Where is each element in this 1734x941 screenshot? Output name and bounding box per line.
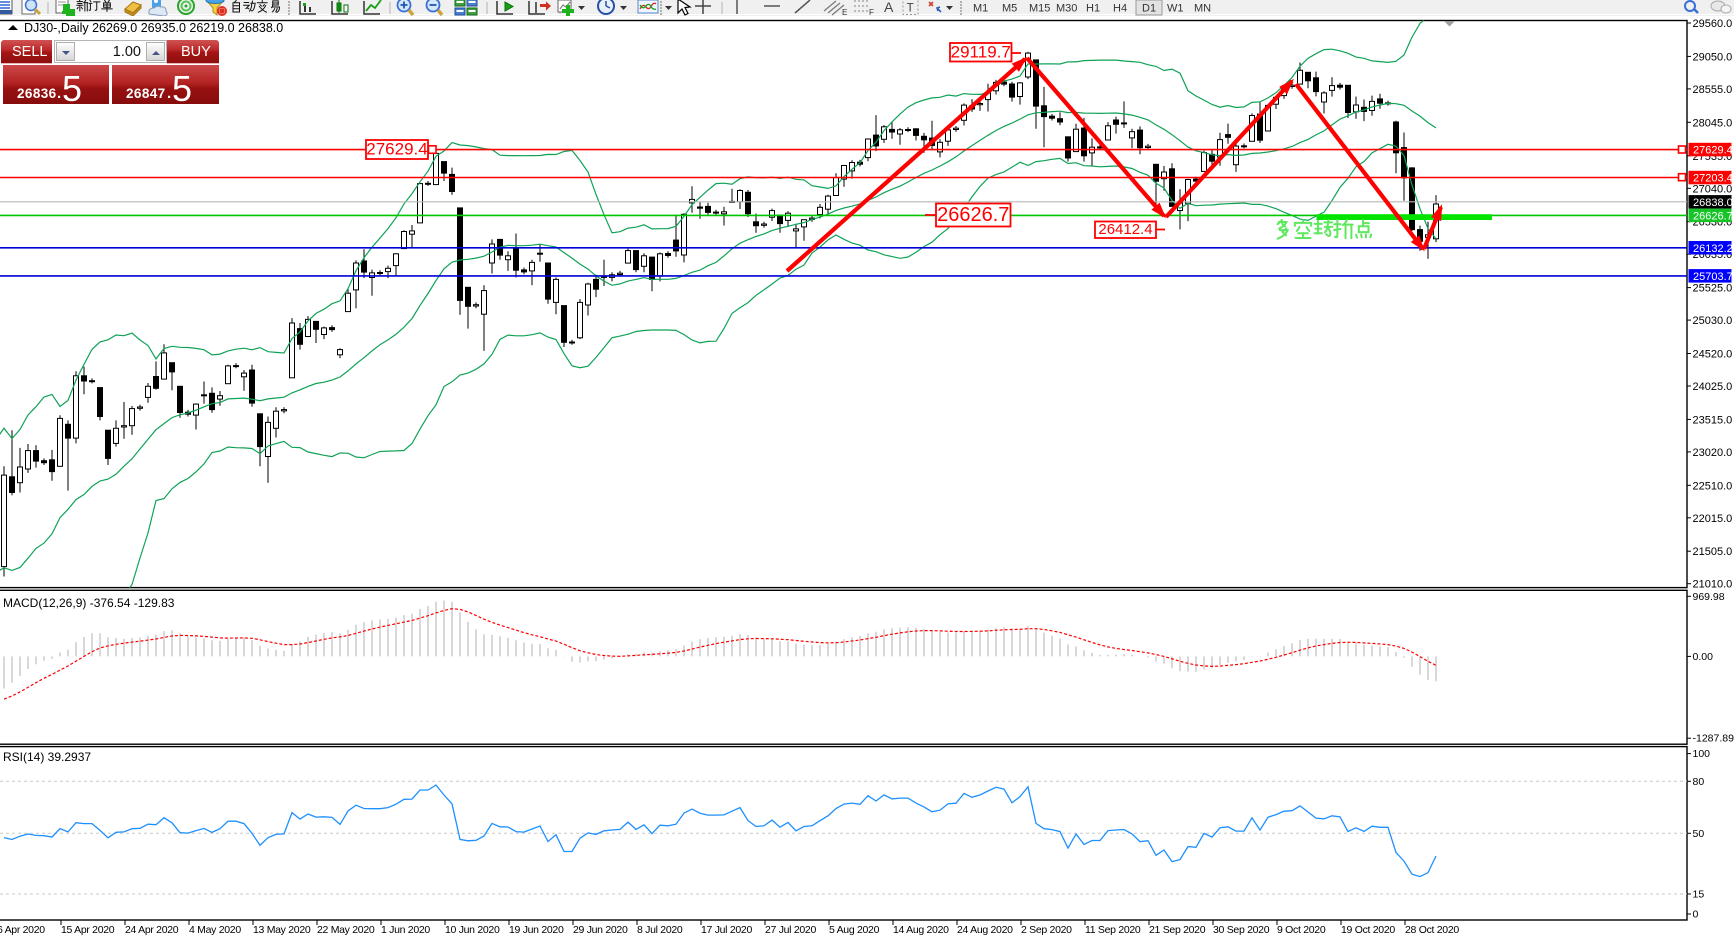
svg-text:22 May 2020: 22 May 2020: [317, 924, 375, 936]
svg-text:11 Sep 2020: 11 Sep 2020: [1085, 924, 1141, 936]
svg-text:28045.0: 28045.0: [1693, 117, 1733, 129]
svg-text:10 Jun 2020: 10 Jun 2020: [445, 924, 500, 936]
svg-text:DJ30-,Daily 26269.0 26935.0 2: DJ30-,Daily 26269.0 26935.0 26219.0 2683…: [24, 21, 283, 35]
svg-text:M30: M30: [1056, 3, 1077, 15]
svg-text:15: 15: [1693, 889, 1705, 901]
svg-text:21010.0: 21010.0: [1693, 579, 1733, 591]
svg-text:24 Aug 2020: 24 Aug 2020: [957, 924, 1013, 936]
svg-text:24025.0: 24025.0: [1693, 381, 1733, 393]
svg-text:-1287.89: -1287.89: [1693, 733, 1734, 745]
svg-text:M5: M5: [1002, 3, 1017, 15]
svg-text:4 May 2020: 4 May 2020: [189, 924, 241, 936]
svg-text:26132.2: 26132.2: [1693, 243, 1733, 255]
svg-text:W1: W1: [1167, 3, 1184, 15]
svg-text:26838.0: 26838.0: [1693, 197, 1733, 209]
svg-text:21 Sep 2020: 21 Sep 2020: [1149, 924, 1206, 936]
svg-text:8 Jul 2020: 8 Jul 2020: [637, 924, 683, 936]
svg-text:25703.7: 25703.7: [1693, 271, 1733, 283]
svg-text:17 Jul 2020: 17 Jul 2020: [701, 924, 752, 936]
svg-text:25030.0: 25030.0: [1693, 315, 1733, 327]
svg-text:50: 50: [1693, 828, 1705, 840]
svg-text:9 Oct 2020: 9 Oct 2020: [1277, 924, 1326, 936]
svg-text:19 Jun 2020: 19 Jun 2020: [509, 924, 564, 936]
svg-text:26626.7: 26626.7: [1693, 210, 1733, 222]
svg-text:0.00: 0.00: [1693, 651, 1714, 663]
svg-text:27 Jul 2020: 27 Jul 2020: [765, 924, 816, 936]
svg-text:22015.0: 22015.0: [1693, 513, 1733, 525]
svg-text:1 Jun 2020: 1 Jun 2020: [381, 924, 430, 936]
svg-text:T: T: [907, 1, 915, 15]
svg-text:23020.0: 23020.0: [1693, 447, 1733, 459]
svg-text:5 Aug 2020: 5 Aug 2020: [829, 924, 880, 936]
svg-text:80: 80: [1693, 776, 1705, 788]
svg-text:19 Oct 2020: 19 Oct 2020: [1341, 924, 1395, 936]
svg-text:RSI(14) 39.2937: RSI(14) 39.2937: [3, 750, 91, 764]
svg-text:MACD(12,26,9) -376.54 -129.83: MACD(12,26,9) -376.54 -129.83: [3, 596, 175, 610]
svg-text:29050.0: 29050.0: [1693, 51, 1733, 63]
svg-text:2 Sep 2020: 2 Sep 2020: [1021, 924, 1072, 936]
svg-text:27040.0: 27040.0: [1693, 183, 1733, 195]
svg-text:25525.0: 25525.0: [1693, 283, 1733, 295]
svg-text:H4: H4: [1113, 3, 1127, 15]
svg-text:MN: MN: [1194, 3, 1211, 15]
svg-text:14 Aug 2020: 14 Aug 2020: [893, 924, 949, 936]
svg-text:26626.7: 26626.7: [937, 204, 1009, 226]
svg-text:24 Apr 2020: 24 Apr 2020: [125, 924, 179, 936]
svg-text:28 Oct 2020: 28 Oct 2020: [1405, 924, 1459, 936]
svg-text:27203.4: 27203.4: [1693, 173, 1733, 185]
svg-text:29560.0: 29560.0: [1693, 18, 1733, 30]
svg-text:28555.0: 28555.0: [1693, 84, 1733, 96]
svg-text:29119.7: 29119.7: [951, 42, 1011, 61]
svg-text:13 May 2020: 13 May 2020: [253, 924, 311, 936]
svg-text:969.98: 969.98: [1693, 591, 1725, 603]
svg-text:30 Sep 2020: 30 Sep 2020: [1213, 924, 1270, 936]
svg-text:22510.0: 22510.0: [1693, 480, 1733, 492]
svg-text:29 Jun 2020: 29 Jun 2020: [573, 924, 628, 936]
svg-text:H1: H1: [1086, 3, 1100, 15]
svg-text:6 Apr 2020: 6 Apr 2020: [0, 924, 45, 936]
svg-text:15 Apr 2020: 15 Apr 2020: [61, 924, 115, 936]
svg-text:24520.0: 24520.0: [1693, 349, 1733, 361]
svg-text:26412.4: 26412.4: [1098, 221, 1152, 238]
svg-text:F: F: [869, 8, 874, 16]
svg-text:M1: M1: [973, 3, 988, 15]
svg-text:21505.0: 21505.0: [1693, 546, 1733, 558]
svg-text:0: 0: [1693, 909, 1699, 921]
svg-text:23515.0: 23515.0: [1693, 414, 1733, 426]
svg-text:E: E: [842, 8, 847, 16]
svg-text:A: A: [884, 0, 894, 15]
svg-text:100: 100: [1693, 748, 1711, 760]
svg-text:27629.4: 27629.4: [366, 140, 427, 159]
svg-text:D1: D1: [1142, 3, 1156, 15]
svg-text:M15: M15: [1029, 3, 1050, 15]
svg-text:27629.4: 27629.4: [1693, 145, 1733, 157]
